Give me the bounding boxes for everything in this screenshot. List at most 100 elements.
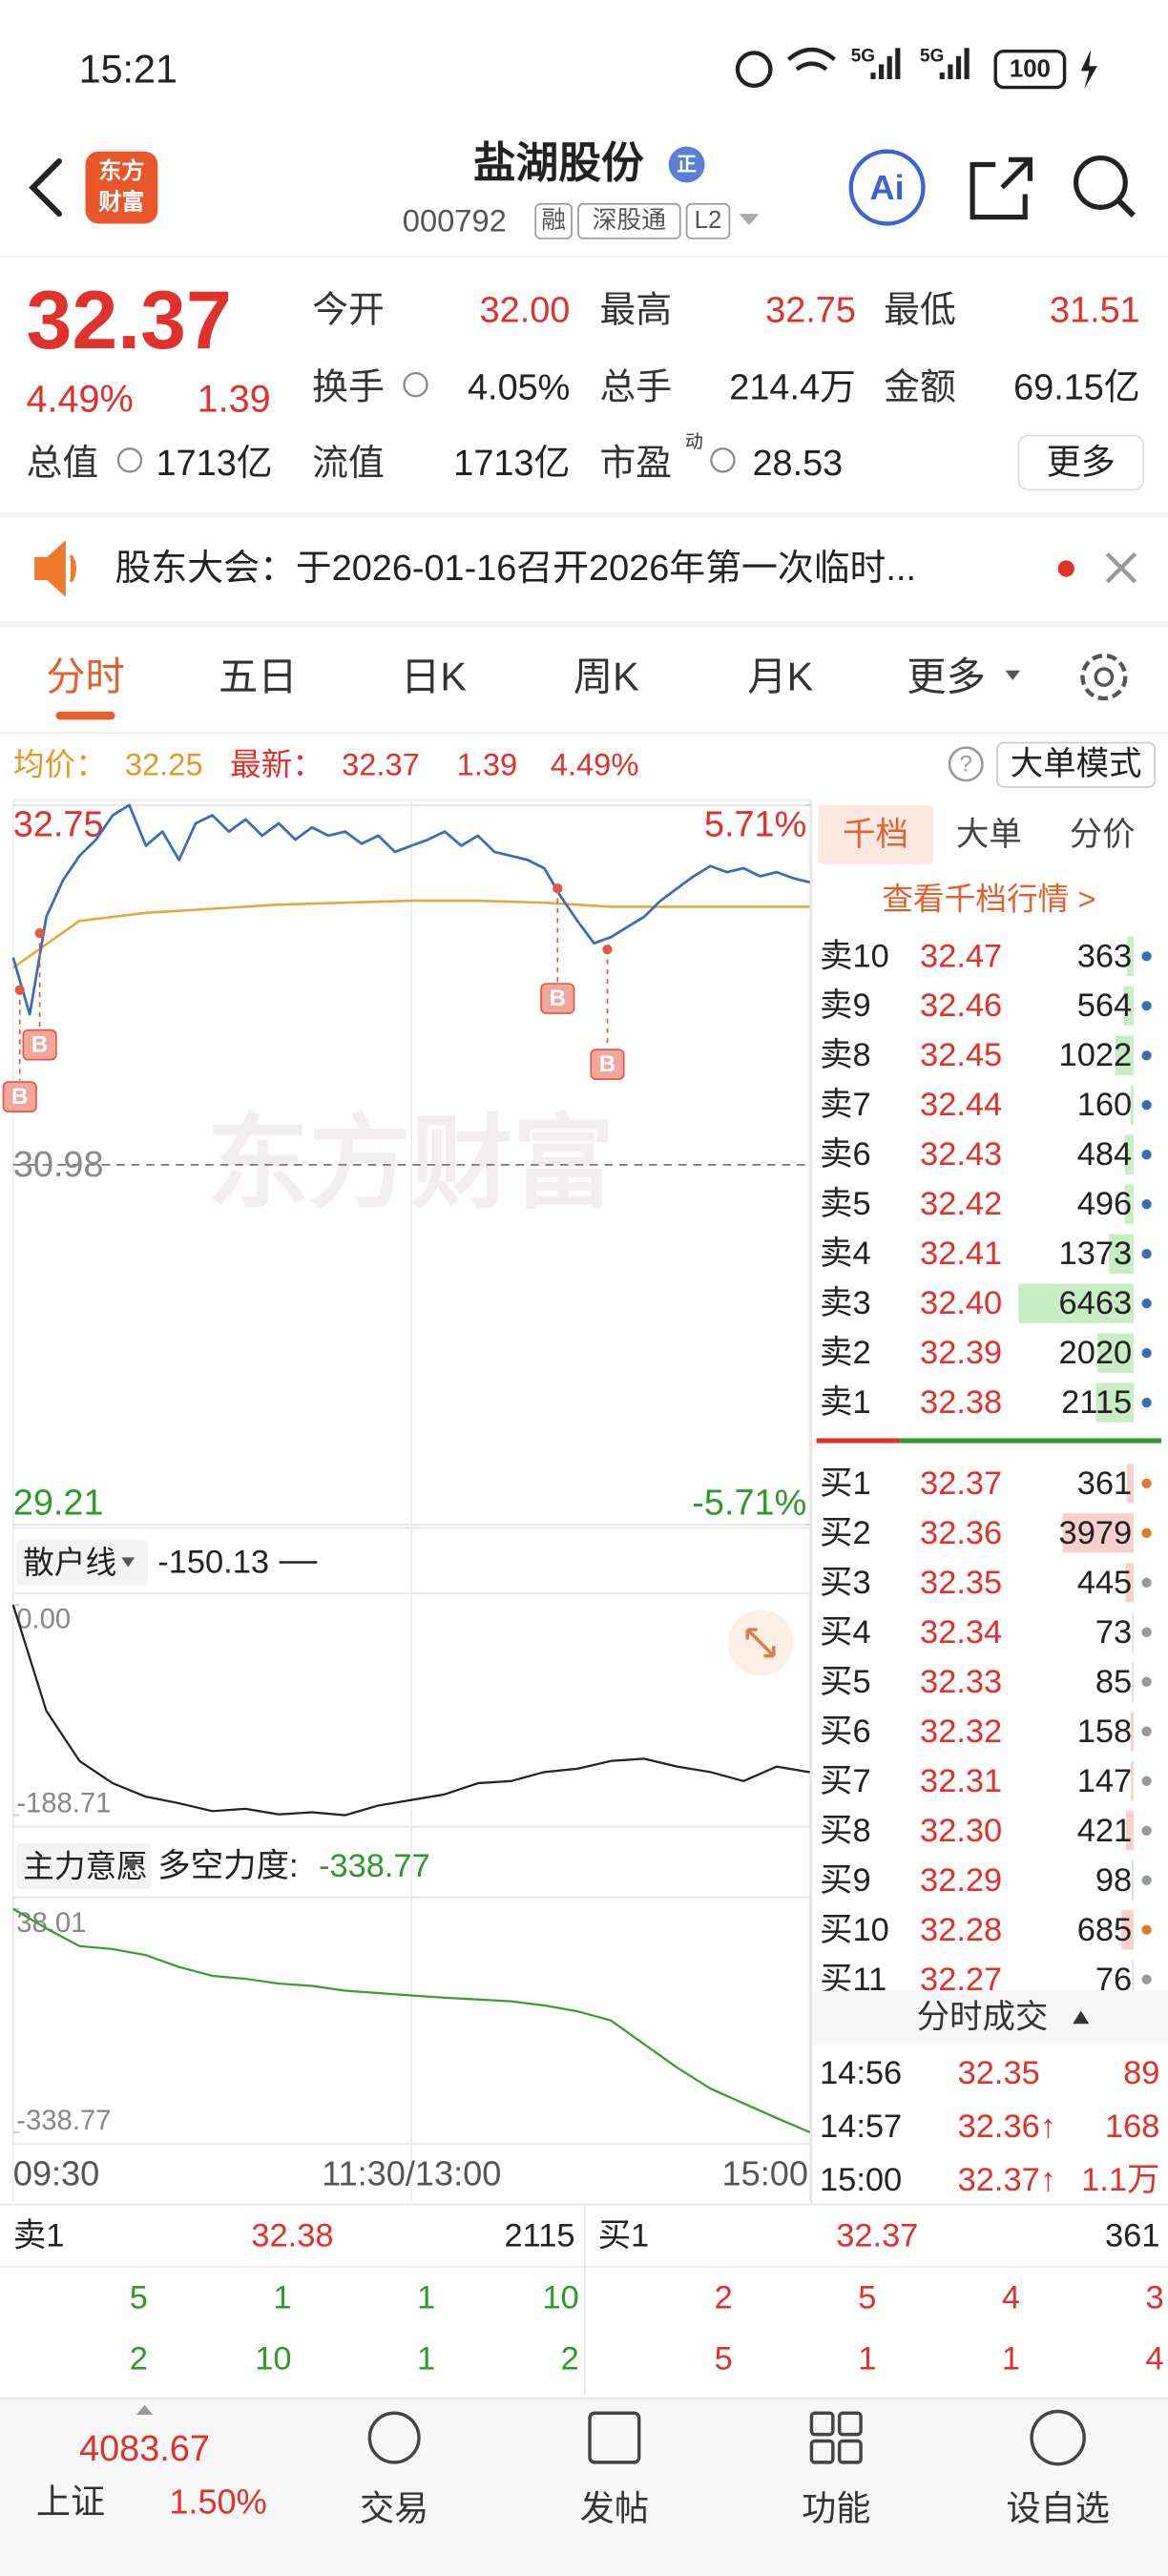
trades-title[interactable]: 分时成交 (917, 1999, 1049, 2035)
book-label: 卖1 (820, 1384, 871, 1421)
book-dot (1141, 951, 1152, 962)
depth-price: 32.37 (836, 2217, 918, 2254)
volume-bar (1132, 1860, 1134, 1901)
index-name[interactable]: 上证 (36, 2483, 105, 2522)
alarm-icon (735, 51, 773, 89)
book-volume: 6463 (1059, 1285, 1133, 1321)
indicator-name[interactable]: 散户线 (23, 1545, 116, 1580)
indicator-select[interactable] (16, 1539, 148, 1586)
big-order-text[interactable]: 大单模式 (1011, 746, 1142, 782)
indicator-select[interactable] (16, 1842, 152, 1890)
index-value[interactable]: 4083.67 (79, 2429, 210, 2469)
close-button[interactable] (1105, 551, 1137, 584)
charging-icon (1080, 49, 1097, 90)
book-price: 32.34 (920, 1614, 1002, 1651)
y-tick-label: -338.77 (16, 2106, 111, 2136)
book-volume: 1373 (1059, 1236, 1133, 1272)
book-volume: 496 (1077, 1186, 1132, 1222)
search-button[interactable] (1074, 156, 1128, 210)
book-volume: 484 (1077, 1136, 1132, 1173)
tab[interactable]: 分时 (46, 655, 125, 699)
x-tick-label: 15:00 (722, 2153, 808, 2192)
big-order-button[interactable] (996, 741, 1157, 788)
tab[interactable]: 周K (574, 655, 639, 699)
book-label: 买2 (820, 1515, 871, 1551)
book-label: 买9 (820, 1862, 871, 1899)
trades-header-bg (813, 1990, 1168, 2046)
price-line (11, 803, 811, 1016)
book-tab[interactable]: 千档 (843, 817, 908, 853)
indicator-dropdown (121, 1557, 136, 1568)
book-label: 卖4 (820, 1236, 871, 1272)
nav-item[interactable]: 发帖 (580, 2489, 649, 2528)
depth-count: 2 (715, 2280, 733, 2316)
notice-text[interactable]: 股东大会：于2026-01-16召开2026年第一次临时... (115, 549, 916, 589)
nav-icon (837, 2439, 863, 2464)
wifi-icon (786, 47, 836, 72)
book-price: 32.36 (920, 1515, 1002, 1551)
book-label: 卖8 (820, 1037, 871, 1073)
help-icon (948, 746, 984, 782)
share-button[interactable] (970, 156, 1032, 220)
unread-dot (1057, 560, 1074, 577)
book-tab[interactable]: 大单 (956, 817, 1022, 853)
depth-count: 2 (130, 2340, 148, 2377)
book-dot (1141, 1776, 1152, 1786)
battery-level: 100 (1010, 56, 1051, 83)
marker-box (22, 1028, 57, 1061)
book-tab[interactable]: 分价 (1070, 817, 1136, 853)
back-button[interactable] (29, 158, 62, 218)
marker-box (590, 1049, 625, 1080)
book-dot (1141, 1924, 1152, 1935)
trade-time: 14:57 (820, 2109, 902, 2145)
volume-bar (1095, 1382, 1134, 1423)
tab[interactable]: 月K (747, 655, 813, 699)
indicator-metric: 多空力度: (157, 1848, 298, 1884)
tag-text: L2 (695, 207, 722, 234)
x-tick-label: 11:30/13:00 (322, 2153, 501, 2192)
book-volume: 2115 (1061, 1384, 1132, 1421)
book-volume: 564 (1077, 987, 1132, 1024)
book-price: 32.29 (920, 1862, 1002, 1899)
book-dot (1141, 1298, 1152, 1309)
more-text[interactable]: 更多 (1047, 443, 1116, 482)
field-label: 最高 (599, 291, 672, 331)
ai-text[interactable]: Ai (870, 168, 905, 207)
depth-count: 1 (273, 2280, 291, 2316)
field-label: 换手 (312, 368, 385, 408)
info-icon (403, 371, 428, 398)
book-label: 买7 (820, 1763, 871, 1799)
marker-point (34, 927, 45, 939)
retail_line-line (11, 1604, 810, 1817)
nav-item[interactable]: 功能 (802, 2489, 870, 2528)
nav-item[interactable]: 设自选 (1006, 2489, 1109, 2528)
trade-price: 32.35 (958, 2055, 1040, 2091)
tab[interactable]: 更多 (907, 655, 986, 699)
volume-bar (1115, 1035, 1134, 1075)
marker-point (602, 944, 613, 955)
tab[interactable]: 日K (401, 655, 467, 699)
y2-tick-label: -5.71% (692, 1484, 806, 1524)
tab-dropdown (1005, 670, 1021, 681)
ai-button[interactable] (848, 149, 926, 226)
nav-item[interactable]: 交易 (360, 2489, 428, 2528)
book-label: 卖5 (820, 1186, 871, 1222)
book-link[interactable]: 查看千档行情 > (882, 882, 1095, 917)
indicator-value: -150.13 (157, 1544, 269, 1580)
more-button[interactable] (1017, 434, 1145, 491)
volume-bar (1123, 986, 1134, 1026)
index-change[interactable]: 1.50% (169, 2483, 266, 2522)
depth-count: 1 (1002, 2340, 1020, 2377)
settings-button[interactable] (1080, 654, 1128, 701)
book-price: 32.28 (920, 1912, 1002, 1948)
depth-count: 10 (255, 2340, 291, 2377)
indicator-name[interactable]: 主力意愿 (23, 1848, 148, 1883)
book-dot (1141, 1199, 1152, 1210)
book-tab-bg (818, 804, 933, 864)
tab[interactable]: 五日 (219, 655, 298, 699)
volume-bar (1132, 1960, 1134, 1991)
volume-bar (1130, 1712, 1134, 1752)
book-price: 32.44 (920, 1087, 1002, 1123)
book-price: 32.30 (920, 1813, 1002, 1849)
book-price: 32.35 (920, 1565, 1002, 1601)
